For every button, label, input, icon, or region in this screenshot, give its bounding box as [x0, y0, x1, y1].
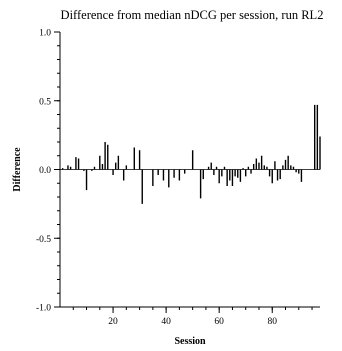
bar [226, 169, 228, 186]
bar [202, 169, 204, 180]
bar [199, 169, 202, 199]
chart-title: Difference from median nDCG per session,… [61, 8, 324, 22]
bar [183, 169, 186, 174]
bar [67, 165, 69, 170]
bar [274, 161, 276, 170]
bar [252, 164, 255, 170]
bar [207, 166, 210, 170]
bar [316, 104, 319, 170]
bar [210, 162, 212, 170]
bar [104, 142, 106, 170]
bar [300, 169, 303, 182]
bar [83, 169, 85, 171]
bar [242, 168, 244, 170]
bar [85, 169, 88, 191]
bar [191, 150, 194, 170]
bar [69, 166, 72, 170]
bar [221, 169, 223, 177]
bar [173, 169, 175, 178]
x-tick-label: 80 [267, 317, 277, 327]
bar [138, 150, 141, 170]
bar [266, 166, 268, 170]
x-axis-ticks: 20 40 60 80 [72, 307, 313, 327]
y-tick-label: -0.5 [36, 235, 51, 245]
bar [237, 169, 239, 178]
bar [107, 144, 109, 170]
x-tick-label: 40 [161, 317, 171, 327]
bar [247, 166, 250, 170]
bar [268, 169, 271, 177]
bar [115, 162, 117, 170]
bar [292, 166, 295, 170]
bar [260, 155, 263, 170]
bar [125, 165, 128, 170]
bar [319, 136, 321, 170]
x-tick-label: 20 [108, 317, 118, 327]
bar [152, 169, 154, 186]
bar [234, 169, 236, 177]
x-axis-label: Session [174, 336, 206, 347]
bar [263, 165, 265, 170]
bar [284, 159, 287, 170]
bar [218, 169, 220, 184]
bar [168, 169, 170, 188]
bar [287, 155, 289, 170]
x-tick-label: 60 [214, 317, 224, 327]
bar [133, 147, 135, 170]
y-axis-ticks: -1.0 -0.5 0.0 0.5 1.0 [36, 29, 60, 314]
bar [93, 166, 96, 170]
plot-axes [59, 32, 320, 308]
bar [258, 162, 260, 170]
bar [101, 164, 104, 170]
bar [77, 158, 80, 170]
bar [290, 165, 292, 170]
bar [162, 169, 165, 181]
bar [122, 169, 125, 181]
bar [276, 169, 279, 181]
bar [215, 166, 218, 170]
bar [141, 169, 143, 204]
y-tick-label: 0.5 [39, 97, 51, 107]
bar [279, 169, 281, 180]
y-axis-label: Difference [12, 147, 23, 192]
bar [231, 169, 234, 186]
bar [117, 155, 120, 170]
bar [313, 104, 316, 170]
bar [223, 166, 226, 170]
bar [91, 169, 93, 171]
y-tick-label: 1.0 [39, 29, 51, 39]
bar [250, 169, 252, 174]
bar [229, 169, 231, 181]
bar [213, 169, 215, 175]
bar [295, 169, 297, 173]
bar [298, 169, 300, 174]
bar [245, 169, 247, 177]
bar [178, 169, 181, 181]
bar [239, 169, 242, 182]
bar [157, 169, 159, 175]
y-tick-label: -1.0 [36, 304, 51, 314]
bar [75, 157, 77, 170]
bar [271, 169, 273, 184]
y-tick-label: 0.0 [39, 166, 51, 176]
bar [112, 169, 114, 175]
bar [255, 158, 258, 170]
bar [99, 155, 101, 170]
bar-series [61, 104, 321, 204]
bar [282, 165, 284, 170]
bar [61, 168, 64, 170]
